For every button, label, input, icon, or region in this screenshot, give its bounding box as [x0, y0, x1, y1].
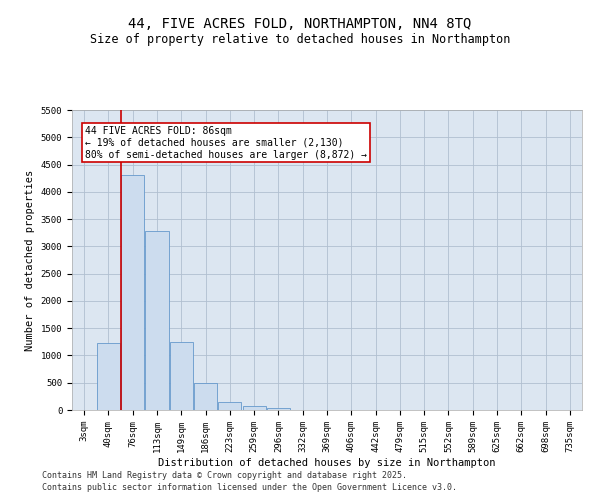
Text: 44, FIVE ACRES FOLD, NORTHAMPTON, NN4 8TQ: 44, FIVE ACRES FOLD, NORTHAMPTON, NN4 8T… [128, 18, 472, 32]
Text: Contains HM Land Registry data © Crown copyright and database right 2025.: Contains HM Land Registry data © Crown c… [42, 471, 407, 480]
Text: 44 FIVE ACRES FOLD: 86sqm
← 19% of detached houses are smaller (2,130)
80% of se: 44 FIVE ACRES FOLD: 86sqm ← 19% of detac… [85, 126, 367, 160]
Bar [145, 231, 169, 410]
Bar [170, 342, 193, 410]
X-axis label: Distribution of detached houses by size in Northampton: Distribution of detached houses by size … [158, 458, 496, 468]
Y-axis label: Number of detached properties: Number of detached properties [25, 170, 35, 350]
Bar [218, 402, 241, 410]
Bar [97, 344, 120, 410]
Bar [242, 406, 266, 410]
Bar [121, 176, 144, 410]
Bar [194, 384, 217, 410]
Text: Contains public sector information licensed under the Open Government Licence v3: Contains public sector information licen… [42, 484, 457, 492]
Text: Size of property relative to detached houses in Northampton: Size of property relative to detached ho… [90, 32, 510, 46]
Bar [267, 408, 290, 410]
